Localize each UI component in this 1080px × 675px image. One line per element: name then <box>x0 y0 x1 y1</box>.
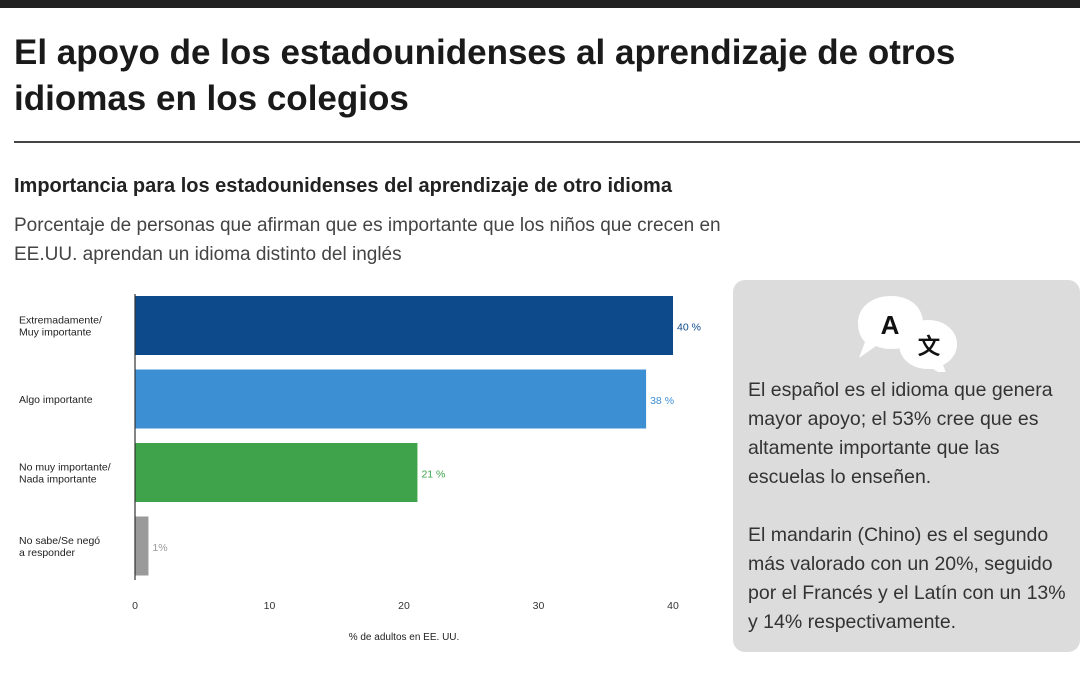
category-label: Extremadamente/Muy importante <box>19 315 102 339</box>
x-tick-label: 10 <box>264 600 276 612</box>
chart-subtitle: Importancia para los estadounidenses del… <box>14 175 672 197</box>
bar-chart: Extremadamente/Muy importante 40 % Algo im… <box>19 294 701 643</box>
x-tick-label: 0 <box>132 600 138 612</box>
category-label: No muy importante/Nada importante <box>19 462 111 486</box>
data-label: 21 % <box>421 469 445 481</box>
letter-a-glyph: A <box>881 310 900 340</box>
data-label: 38 % <box>650 395 674 407</box>
translate-speech-bubbles-icon: A 文 <box>858 296 957 372</box>
x-axis-title: % de adultos en EE. UU. <box>349 632 460 643</box>
bar <box>135 296 673 355</box>
data-label: 40 % <box>677 322 701 334</box>
callout-paragraph-mandarin: El mandarin (Chino) es el segundo más va… <box>748 524 1066 633</box>
bar <box>135 369 647 429</box>
x-tick-label: 40 <box>667 600 679 612</box>
callout-paragraph-spanish: El español es el idioma que genera mayor… <box>748 379 1053 488</box>
x-tick-label: 30 <box>533 600 545 612</box>
bar <box>135 516 149 576</box>
callout-box: A 文 El español es el idioma que genera m… <box>733 280 1080 652</box>
chart-description: Porcentaje de personas que afirman que e… <box>14 215 721 265</box>
top-rule <box>0 0 1080 8</box>
chinese-glyph: 文 <box>918 334 941 359</box>
page-title: El apoyo de los estadounidenses al apren… <box>14 33 956 118</box>
callout-text: El español es el idioma que genera mayor… <box>748 376 1073 637</box>
bar <box>135 443 418 502</box>
x-tick-label: 20 <box>398 600 410 612</box>
category-label: Algo importante <box>19 394 93 406</box>
data-label: 1% <box>152 542 167 554</box>
title-divider <box>14 141 1080 143</box>
category-label: No sabe/Se negó a responder <box>19 535 100 559</box>
